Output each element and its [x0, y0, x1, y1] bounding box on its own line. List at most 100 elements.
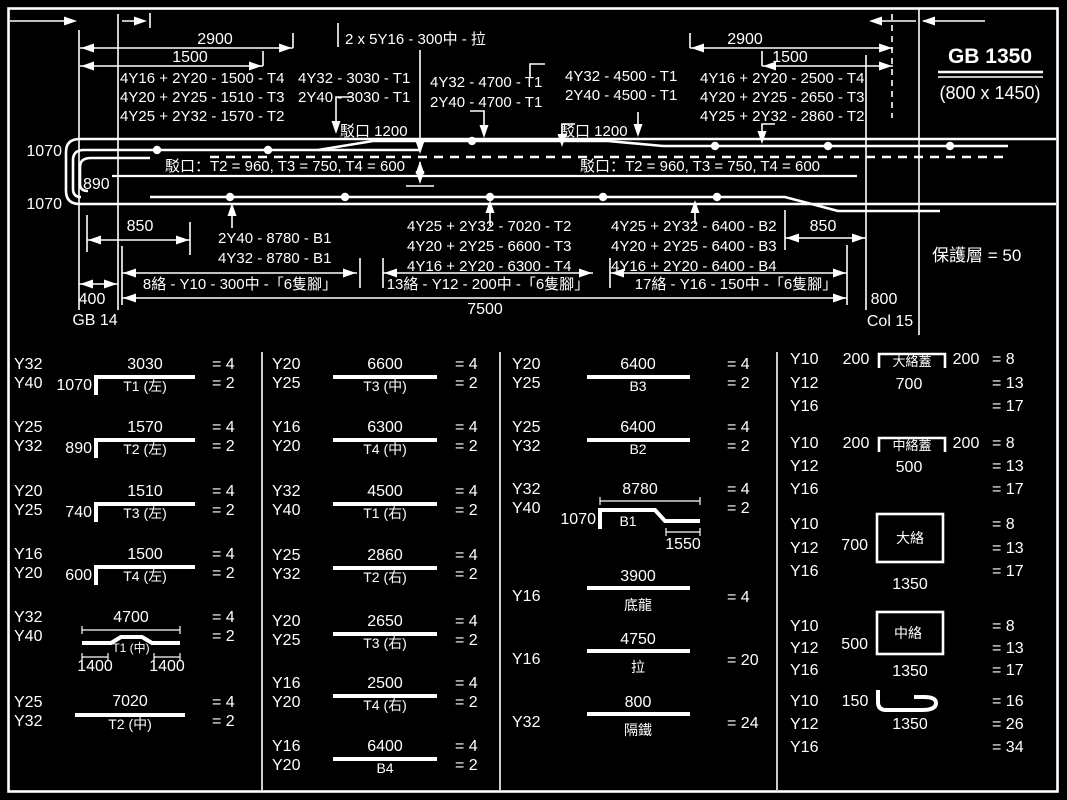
- bar-name: T3 (左): [123, 505, 167, 521]
- bar-count: = 17: [992, 662, 1024, 679]
- bar-name: 拉: [631, 659, 645, 675]
- bottom-dim: 1350: [892, 716, 928, 733]
- top-dimensions: 2900 1500 2900 1500: [10, 16, 985, 71]
- bar-label: Y10: [790, 435, 819, 452]
- bar-label: Y40: [512, 500, 541, 517]
- bar-label: Y32: [512, 438, 541, 455]
- depth-1070-top: 1070: [26, 143, 62, 160]
- bar-label: Y20: [272, 438, 301, 455]
- lap-note-right: 駁口：T2 = 960, T3 = 750, T4 = 600: [580, 158, 820, 175]
- bar-label: Y10: [790, 351, 819, 368]
- leg-dim: 1070: [56, 377, 92, 394]
- bar-length: 3030: [127, 356, 163, 373]
- bar-label: Y32: [14, 713, 43, 730]
- bar-name: 大絡: [896, 530, 924, 546]
- depth-1070-bottom: 1070: [26, 196, 62, 213]
- cover-note: 保護層 = 50: [932, 246, 1021, 265]
- mid-dim: 700: [896, 376, 923, 393]
- lap-note-left: 駁口：T2 = 960, T3 = 750, T4 = 600: [165, 158, 405, 175]
- label-col15: Col 15: [867, 313, 913, 330]
- top-bar-hook-2: [78, 156, 150, 193]
- bar-count: = 2: [727, 438, 750, 455]
- callout-right-b4: 4Y16 + 2Y20 - 6400 - B4: [611, 258, 777, 275]
- dim-850-right: 850: [810, 218, 837, 235]
- bar-length: 3900: [620, 568, 656, 585]
- bar-label: Y16: [272, 419, 301, 436]
- callout-left-t3: 4Y20 + 2Y25 - 1510 - T3: [120, 89, 284, 106]
- depth-890: 890: [83, 176, 110, 193]
- title-block: GB 1350 (800 x 1450): [938, 45, 1043, 103]
- bar-name: B1: [619, 513, 636, 529]
- bar-count: = 8: [992, 618, 1015, 635]
- bar-length: 6300: [367, 419, 403, 436]
- bar-count: = 4: [727, 356, 750, 373]
- bar-name: T3 (右): [363, 635, 407, 651]
- bar-count: = 2: [455, 694, 478, 711]
- callout-b1-1: 2Y40 - 8780 - B1: [218, 230, 331, 247]
- dim-400: 400: [79, 291, 106, 308]
- bar-label: Y16: [790, 398, 819, 415]
- schedule-col2: Y20 Y25 6600 T3 (中) = 4 = 2 Y16 Y20 6300…: [272, 356, 478, 776]
- schedule-col3: Y20 Y25 6400 B3 = 4 = 2 Y25 Y32 6400 B2 …: [512, 356, 759, 738]
- bar-count: = 13: [992, 640, 1024, 657]
- bar-name: 大絡蓋: [892, 354, 931, 369]
- drawing-size: (800 x 1450): [939, 83, 1040, 103]
- grid-lines: [78, 9, 920, 335]
- bar-label: Y32: [272, 483, 301, 500]
- bar-count: = 34: [992, 739, 1024, 756]
- bar-name: T1 (左): [123, 378, 167, 394]
- bar-count: = 2: [212, 375, 235, 392]
- bar-count: = 2: [212, 565, 235, 582]
- bar-name: 中絡蓋: [892, 438, 931, 453]
- bar-name: 中絡: [894, 625, 922, 641]
- bar-label: Y16: [512, 651, 541, 668]
- bar-count: = 24: [727, 715, 759, 732]
- bar-length: 6400: [620, 419, 656, 436]
- bar-count: = 4: [727, 589, 750, 606]
- dim-800: 800: [871, 291, 898, 308]
- bar-name: T4 (中): [363, 441, 407, 457]
- stirrup-zone-2: 13絡 - Y12 - 200中 -「6隻腳」: [387, 276, 590, 293]
- bar-length: 1510: [127, 483, 163, 500]
- dim-left-1500: 1500: [172, 49, 208, 66]
- schedule-separators: [261, 352, 778, 790]
- end-dim: 200: [843, 435, 870, 452]
- bar-count: = 4: [212, 483, 235, 500]
- bar-label: Y25: [272, 547, 301, 564]
- bar-length: 4750: [620, 631, 656, 648]
- top-bar-line: [317, 139, 1008, 152]
- side-dim: 700: [841, 537, 868, 554]
- bar-length: 2650: [367, 613, 403, 630]
- lap-label-1: 駁口 1200: [340, 123, 408, 140]
- bar-label: Y12: [790, 375, 819, 392]
- bar-label: Y32: [272, 566, 301, 583]
- bar-count: = 4: [455, 547, 478, 564]
- bar-count: = 2: [455, 566, 478, 583]
- bar-name: 隔鐵: [624, 722, 652, 738]
- bar-length: 1570: [127, 419, 163, 436]
- bar-count: = 2: [212, 713, 235, 730]
- bar-label: Y16: [790, 662, 819, 679]
- callout-right-b3: 4Y20 + 2Y25 - 6400 - B3: [611, 238, 777, 255]
- bar-label: Y16: [512, 588, 541, 605]
- callout-t1-right-2: 2Y40 - 4500 - T1: [565, 87, 677, 104]
- bar-label: Y25: [14, 502, 43, 519]
- beam-outline: [64, 137, 1056, 206]
- callout-right-t4: 4Y16 + 2Y20 - 2500 - T4: [700, 70, 864, 87]
- bar-label: Y20: [272, 356, 301, 373]
- bar-count: = 8: [992, 351, 1015, 368]
- stirrup-zone-1: 8絡 - Y10 - 300中 -「6隻腳」: [143, 276, 337, 293]
- drawing-title: GB 1350: [948, 45, 1032, 68]
- bar-count: = 26: [992, 716, 1024, 733]
- bar-label: Y12: [790, 716, 819, 733]
- bar-count: = 2: [727, 500, 750, 517]
- leg-dim: 600: [65, 567, 92, 584]
- bar-name: T2 (右): [363, 569, 407, 585]
- bar-label: Y32: [512, 481, 541, 498]
- callout-t1-left-2: 2Y40 - 3030 - T1: [298, 89, 410, 106]
- bar-name: B2: [629, 441, 646, 457]
- bar-label: Y16: [790, 739, 819, 756]
- lap-label-2: 駁口 1200: [560, 123, 628, 140]
- beam-elevation: 1070 890 1070 駁口：T2 = 960, T3 = 750, T4 …: [26, 136, 1056, 265]
